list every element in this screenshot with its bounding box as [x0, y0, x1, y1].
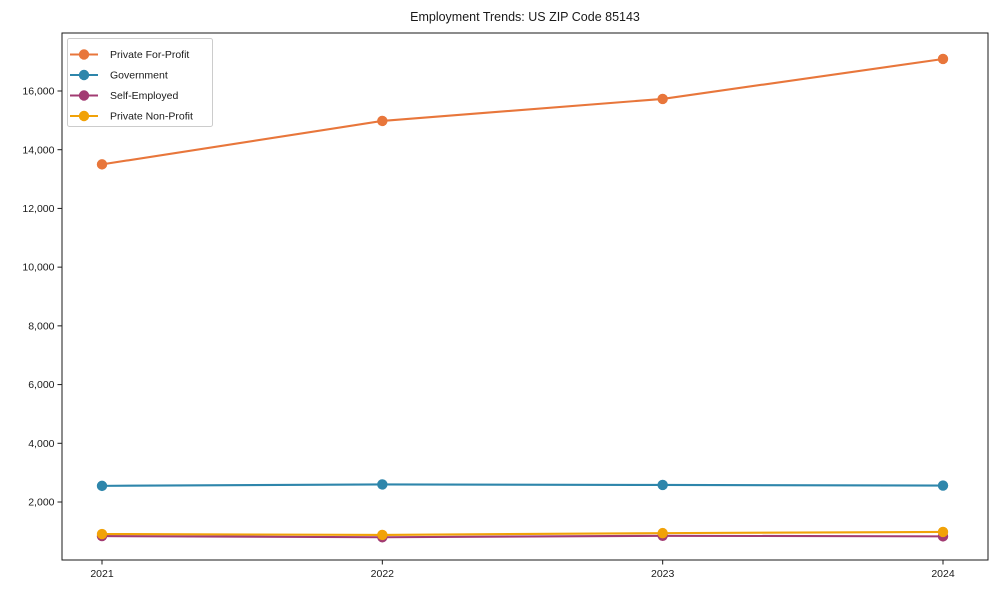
legend-box — [67, 38, 213, 127]
y-tick-label: 2,000 — [28, 497, 54, 509]
y-tick-label: 12,000 — [22, 203, 54, 215]
legend-label: Private For-Profit — [110, 49, 189, 61]
series-line-government — [100, 483, 945, 487]
y-tick-label: 6,000 — [28, 379, 54, 391]
x-tick-label: 2023 — [651, 568, 675, 580]
legend-item-private-non-profit: Private Non-Profit — [70, 111, 193, 123]
legend-marker-dot — [78, 110, 90, 122]
x-tick-label: 2021 — [90, 568, 114, 580]
data-point-private-non-profit-2022 — [377, 529, 388, 541]
plot-frame — [61, 32, 989, 561]
legend-marker-dot — [78, 90, 90, 101]
data-point-government-2024 — [937, 480, 949, 491]
chart-title: Employment Trends: US ZIP Code 85143 — [410, 10, 640, 24]
legend-label: Government — [110, 70, 168, 82]
data-point-government-2021 — [96, 480, 108, 492]
y-tick-label: 14,000 — [22, 144, 54, 156]
y-tick-label: 8,000 — [28, 320, 54, 332]
legend-marker-dot — [78, 49, 90, 60]
series-line-private-non-profit — [100, 530, 945, 536]
data-point-private-non-profit-2023 — [657, 527, 668, 539]
data-point-private-non-profit-2024 — [937, 526, 949, 538]
data-point-government-2022 — [377, 479, 388, 490]
data-point-private-for-profit-2021 — [96, 159, 108, 170]
legend-marker-dot — [78, 69, 90, 81]
legend-item-self-employed: Self-Employed — [70, 90, 178, 102]
legend-item-private-for-profit: Private For-Profit — [70, 49, 189, 61]
x-tick-label: 2024 — [931, 568, 955, 580]
data-point-private-non-profit-2021 — [96, 528, 108, 540]
y-tick-label: 16,000 — [22, 86, 54, 98]
y-tick-label: 10,000 — [22, 262, 54, 274]
data-point-government-2023 — [657, 479, 668, 491]
data-point-private-for-profit-2022 — [377, 115, 388, 127]
series-line-private-for-profit — [100, 57, 945, 166]
data-point-private-for-profit-2023 — [657, 93, 668, 105]
y-tick-label: 4,000 — [28, 438, 54, 450]
x-tick-label: 2022 — [371, 568, 395, 580]
legend-label: Self-Employed — [110, 90, 178, 102]
data-point-private-for-profit-2024 — [937, 53, 949, 65]
legend-label: Private Non-Profit — [110, 111, 193, 123]
series-line-self-employed — [100, 534, 945, 539]
legend-item-government: Government — [70, 70, 168, 82]
